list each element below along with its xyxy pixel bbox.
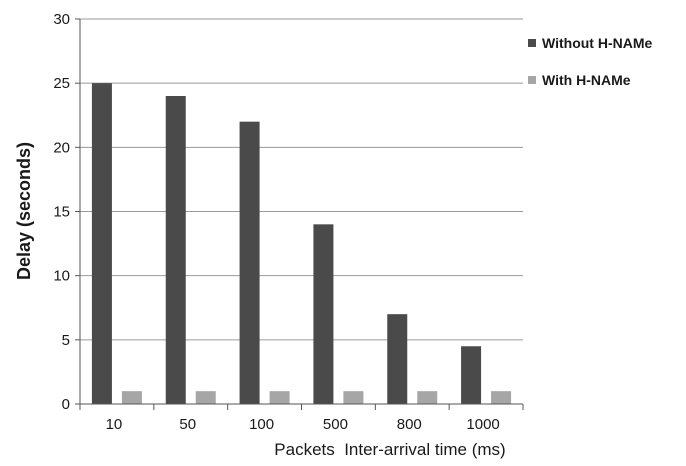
bar-without-h-name-1000 xyxy=(461,346,482,404)
bar-with-h-name-1000 xyxy=(491,391,512,404)
y-tick-label: 0 xyxy=(62,396,70,413)
legend-swatch xyxy=(528,39,536,47)
bars xyxy=(91,83,512,405)
x-axis-title: Packets Inter-arrival time (ms) xyxy=(274,440,505,459)
bar-without-h-name-100 xyxy=(239,121,260,405)
bar-without-h-name-500 xyxy=(313,224,334,404)
y-tick-label: 5 xyxy=(62,332,70,349)
gridlines xyxy=(75,18,524,410)
y-tick-label: 10 xyxy=(53,268,70,285)
y-tick-label: 25 xyxy=(53,75,70,92)
x-tick-label: 800 xyxy=(397,416,422,433)
x-tick-label: 500 xyxy=(323,416,348,433)
bar-with-h-name-10 xyxy=(121,391,142,404)
axes xyxy=(79,19,523,405)
bar-without-h-name-800 xyxy=(387,314,408,404)
y-tick-labels: 0 5 10 15 20 25 30 xyxy=(53,11,70,413)
bar-without-h-name-50 xyxy=(165,96,186,404)
x-tick-label: 10 xyxy=(106,416,123,433)
legend-label: Without H-NAMe xyxy=(542,35,653,51)
bar-with-h-name-800 xyxy=(417,391,438,404)
x-tick-label: 1000 xyxy=(466,416,499,433)
x-tick-label: 100 xyxy=(249,416,274,433)
bar-with-h-name-500 xyxy=(343,391,364,404)
y-axis-title: Delay (seconds) xyxy=(14,142,34,280)
bar-without-h-name-10 xyxy=(91,83,112,405)
y-tick-label: 15 xyxy=(53,204,70,221)
bar-with-h-name-50 xyxy=(195,391,216,404)
legend-label: With H-NAMe xyxy=(542,72,631,88)
x-tick-label: 50 xyxy=(179,416,196,433)
legend-swatch xyxy=(528,76,536,84)
bar-with-h-name-100 xyxy=(269,391,290,404)
y-tick-label: 30 xyxy=(53,11,70,28)
y-tick-label: 20 xyxy=(53,139,70,156)
legend: Without H-NAMe With H-NAMe xyxy=(528,35,653,88)
x-tick-labels: 10 50 100 500 800 1000 xyxy=(106,416,500,433)
